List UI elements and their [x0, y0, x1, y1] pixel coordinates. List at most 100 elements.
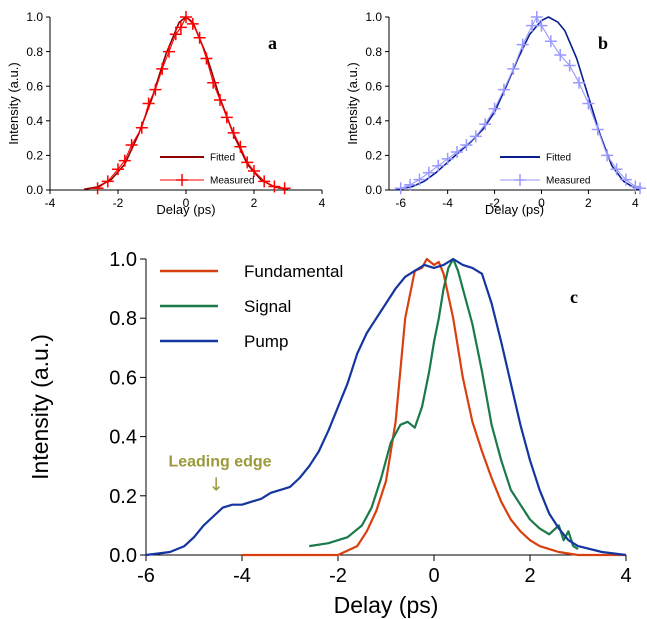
- data-point: [207, 76, 220, 89]
- data-point: [118, 154, 131, 167]
- data-point: [469, 130, 482, 143]
- data-point: [404, 178, 417, 191]
- data-point: [200, 52, 213, 65]
- y-tick-label: 0.4: [365, 114, 382, 128]
- data-point: [214, 94, 226, 107]
- legend-marker: [176, 174, 188, 186]
- x-tick-label: 0: [428, 565, 439, 587]
- data-point: [591, 123, 604, 136]
- x-tick-label: 4: [620, 565, 631, 587]
- data-point: [610, 163, 623, 176]
- data-point: [169, 28, 182, 41]
- x-tick-label: 4: [632, 196, 639, 210]
- data-point: [91, 182, 104, 195]
- y-tick-label: 1.0: [109, 249, 137, 271]
- legend-label: Pump: [244, 332, 288, 351]
- legend-label: Fundamental: [244, 262, 343, 281]
- x-tick-label: -6: [395, 196, 406, 210]
- x-tick-label: 0: [183, 196, 190, 210]
- y-tick-label: 0.4: [26, 114, 43, 128]
- data-point: [516, 38, 529, 51]
- y-tick-label: 0.8: [109, 308, 137, 330]
- x-axis-label: Delay (ps): [156, 202, 215, 217]
- y-tick-label: 1.0: [365, 10, 382, 24]
- x-tick-label: -2: [329, 565, 347, 587]
- data-point: [479, 118, 492, 131]
- data-point: [451, 145, 464, 158]
- series-line-measured: [97, 16, 285, 189]
- legend: Fitted Measured: [160, 153, 254, 187]
- panel-letter: c: [570, 287, 578, 307]
- y-tick-label: 0.2: [365, 149, 382, 163]
- y-tick-label: 0.8: [365, 45, 382, 59]
- y-axis-label: Intensity (a.u.): [6, 62, 21, 144]
- data-point: [544, 35, 557, 48]
- x-tick-label: -6: [137, 565, 155, 587]
- x-tick-label: 0: [538, 196, 545, 210]
- legend-label: Measured: [546, 176, 590, 187]
- y-tick-label: 0.0: [109, 545, 137, 567]
- y-tick-label: 0.0: [365, 183, 382, 197]
- data-point: [554, 49, 567, 62]
- series-line-fundamental: [242, 257, 626, 557]
- y-axis-label: Intensity (a.u.): [27, 334, 53, 480]
- data-point: [112, 163, 124, 176]
- data-point: [563, 59, 576, 72]
- y-tick-label: 0.6: [365, 79, 382, 93]
- data-point: [220, 111, 233, 124]
- data-point: [241, 156, 254, 169]
- data-point: [234, 140, 247, 153]
- data-point: [441, 152, 454, 165]
- data-point: [507, 62, 520, 75]
- data-point: [248, 164, 260, 177]
- data-point: [413, 173, 426, 186]
- x-axis-label: Delay (ps): [485, 202, 544, 217]
- data-point: [193, 31, 206, 44]
- data-point: [135, 121, 148, 134]
- series-line-fitted: [83, 16, 289, 191]
- x-tick-label: 2: [524, 565, 535, 587]
- annotation-label: Leading edge: [168, 454, 271, 471]
- data-point: [535, 19, 548, 32]
- series-line-pump: [145, 257, 627, 557]
- y-tick-label: 0.6: [109, 367, 137, 389]
- y-tick-label: 0.0: [26, 183, 43, 197]
- x-tick-label: 2: [585, 196, 592, 210]
- data-point: [634, 182, 646, 195]
- data-point: [582, 97, 595, 110]
- panel-c: 0.0 0.2 0.4 0.6 0.8 1.0 -6 -4 -2 0 2 4 Delay (ps) Int…: [27, 249, 632, 618]
- legend-label: Signal: [244, 297, 291, 316]
- data-point: [530, 11, 543, 23]
- data-point: [125, 139, 138, 152]
- data-point: [460, 139, 473, 152]
- y-tick-label: 1.0: [26, 10, 43, 24]
- x-tick-label: -2: [489, 196, 500, 210]
- y-tick-label: 0.8: [26, 45, 43, 59]
- annotation-arrow-icon: ↓: [208, 475, 223, 496]
- data-point: [258, 175, 271, 188]
- x-tick-label: 4: [319, 196, 326, 210]
- data-point: [163, 45, 175, 58]
- series-line-signal: [309, 257, 579, 551]
- data-point: [101, 175, 114, 188]
- data-point: [573, 76, 586, 89]
- panel-a: 0.0 0.2 0.4 0.6 0.8 1.0 -4 -2 0 2 4 Delay (ps) Inten…: [6, 10, 326, 217]
- y-tick-label: 0.4: [109, 427, 137, 449]
- x-tick-label: -4: [233, 565, 251, 587]
- data-point: [432, 159, 445, 172]
- data-point: [268, 180, 281, 193]
- data-point: [142, 97, 155, 110]
- x-tick-label: -4: [442, 196, 453, 210]
- data-point: [488, 102, 501, 115]
- data-point: [156, 62, 169, 75]
- data-point: [149, 83, 162, 96]
- y-tick-label: 0.2: [109, 486, 137, 508]
- x-tick-label: -4: [45, 196, 56, 210]
- data-point: [394, 182, 407, 195]
- legend: Fitted Measured: [500, 153, 590, 187]
- y-tick-label: 0.6: [26, 79, 43, 93]
- y-axis-label: Intensity (a.u.): [345, 62, 360, 144]
- panel-letter: b: [598, 33, 608, 53]
- legend-label: Measured: [210, 176, 254, 187]
